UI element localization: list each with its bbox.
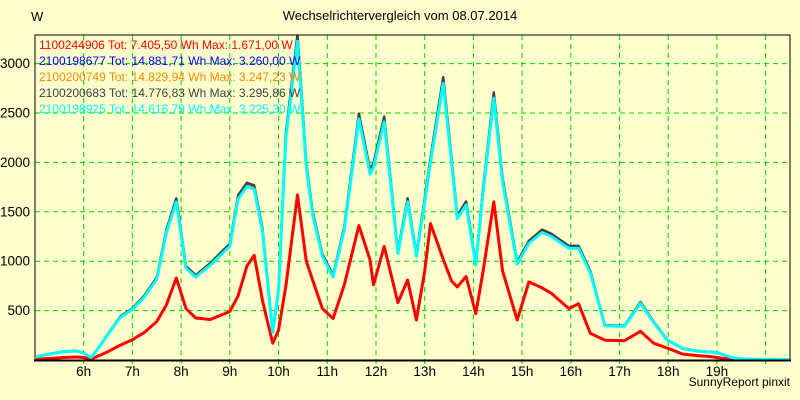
chart-legend: 1100244906 Tot: 7.405,50 Wh Max: 1.671,0… (39, 37, 300, 117)
x-tick-label-6h: 6h (76, 364, 91, 379)
x-tick-label-9h: 9h (222, 364, 237, 379)
y-tick-label-3000: 3000 (0, 56, 30, 71)
series-line-1100244906 (35, 193, 790, 360)
legend-item-2100198677: 2100198677 Tot: 14.881,71 Wh Max: 3.260,… (39, 54, 301, 68)
x-tick-label-8h: 8h (174, 364, 189, 379)
y-tick-label-2500: 2500 (0, 106, 30, 121)
watermark-credit: SunnyReport pinxit (688, 375, 790, 389)
y-tick-label-2000: 2000 (0, 155, 30, 170)
series-line-2100198925 (35, 39, 790, 360)
x-tick-label-15h: 15h (511, 364, 534, 379)
x-tick-label-19h: 19h (706, 364, 729, 379)
x-tick-label-13h: 13h (413, 364, 436, 379)
x-tick-label-14h: 14h (462, 364, 485, 379)
chart-title: Wechselrichtervergleich vom 08.07.2014 (282, 8, 518, 23)
y-tick-label-1500: 1500 (0, 204, 30, 219)
x-tick-label-17h: 17h (608, 364, 631, 379)
x-tick-label-16h: 16h (560, 364, 583, 379)
legend-item-2100198925: 2100198925 Tot: 14.616,79 Wh Max: 3.225,… (39, 102, 301, 116)
x-tick-label-10h: 10h (267, 364, 290, 379)
series-group (35, 35, 790, 360)
y-tick-label-500: 500 (7, 303, 30, 318)
y-tick-label-1000: 1000 (0, 254, 30, 269)
x-tick-label-7h: 7h (125, 364, 140, 379)
legend-item-2100200749: 2100200749 Tot: 14.829,94 Wh Max: 3.247,… (39, 70, 301, 84)
legend-item-1100244906: 1100244906 Tot: 7.405,50 Wh Max: 1.671,0… (39, 38, 293, 52)
x-tick-label-12h: 12h (365, 364, 388, 379)
y-axis-unit-label: W (31, 9, 44, 24)
x-tick-label-11h: 11h (317, 364, 339, 379)
legend-item-2100200683: 2100200683 Tot: 14.776,83 Wh Max: 3.295,… (39, 86, 301, 100)
x-tick-label-18h: 18h (657, 364, 680, 379)
